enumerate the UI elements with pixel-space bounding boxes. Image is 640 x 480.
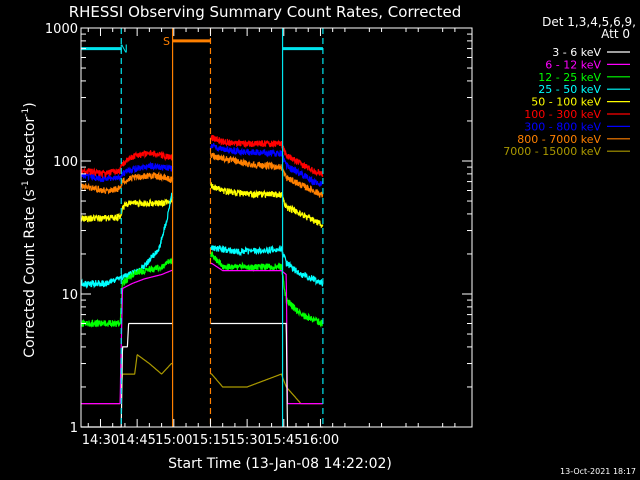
series-3-6-kev (81, 322, 323, 428)
chart-title: RHESSI Observing Summary Count Rates, Co… (69, 3, 462, 21)
series-line (210, 251, 324, 328)
series-line (80, 257, 174, 328)
series-line (81, 322, 173, 428)
legend-entry: 25 - 50 keV (538, 83, 601, 96)
series-12-25-kev (80, 251, 324, 328)
legend-header-line-1: Det 1,3,4,5,6,9, (542, 15, 636, 29)
legend-entry: 100 - 300 keV (524, 108, 601, 121)
series-line (210, 142, 324, 187)
y-tick-label: 100 (53, 155, 78, 170)
x-tick-label: 14:45 (118, 433, 155, 448)
series-300-800-kev (80, 142, 324, 187)
legend-entry: 7000 - 15000 keV (503, 145, 601, 158)
y-axis-label: Corrected Count Rate (s-1 detector-1) (21, 102, 38, 357)
series-line (80, 196, 173, 223)
y-tick-label: 1000 (45, 22, 78, 37)
series-6-12-kev (81, 262, 323, 405)
y-axis: 1 10 100 1000 (45, 22, 472, 436)
series-line (210, 152, 324, 199)
series-line (80, 192, 174, 290)
x-tick-label: 16:00 (302, 433, 339, 448)
legend-header-line-2: Att 0 (601, 27, 630, 41)
series-line (210, 182, 324, 229)
footer-date: 13-Oct-2021 18:17 (560, 467, 636, 476)
x-tick-label: 15:45 (265, 433, 302, 448)
series-line (210, 373, 323, 405)
interval-label: N (120, 43, 128, 56)
legend-entry: 6 - 12 keV (545, 58, 601, 71)
series-line (210, 134, 324, 178)
y-tick-label: 1 (70, 421, 78, 436)
series-50-100-kev (80, 182, 324, 229)
legend-entry: 300 - 800 keV (524, 120, 601, 133)
interval-label: S (163, 35, 170, 48)
legend-entry: 12 - 25 keV (538, 71, 601, 84)
series-100-300-kev (80, 134, 324, 179)
x-tick-label: 15:15 (192, 433, 229, 448)
plot-frame (80, 27, 473, 428)
series-line (210, 245, 324, 287)
x-tick-label: 15:30 (228, 433, 265, 448)
legend-entry: 50 - 100 keV (531, 96, 601, 109)
x-axis: 14:30 14:45 15:00 15:15 15:30 15:45 16:00 (82, 28, 456, 448)
series-line (81, 269, 173, 405)
legend-entry: 3 - 6 keV (552, 46, 601, 59)
x-tick-label: 14:30 (82, 433, 119, 448)
legend-entry: 800 - 7000 keV (517, 133, 601, 146)
series-line (80, 161, 174, 183)
series-line (80, 171, 174, 195)
series-line (210, 322, 323, 428)
series-line (80, 150, 173, 179)
x-tick-label: 15:00 (155, 433, 192, 448)
plot-area: NS (80, 28, 324, 428)
series-line (210, 262, 323, 405)
series-line (81, 353, 173, 405)
series-800-7000-kev (80, 152, 324, 199)
x-axis-label: Start Time (13-Jan-08 14:22:02) (168, 456, 392, 472)
y-tick-label: 10 (61, 288, 78, 303)
